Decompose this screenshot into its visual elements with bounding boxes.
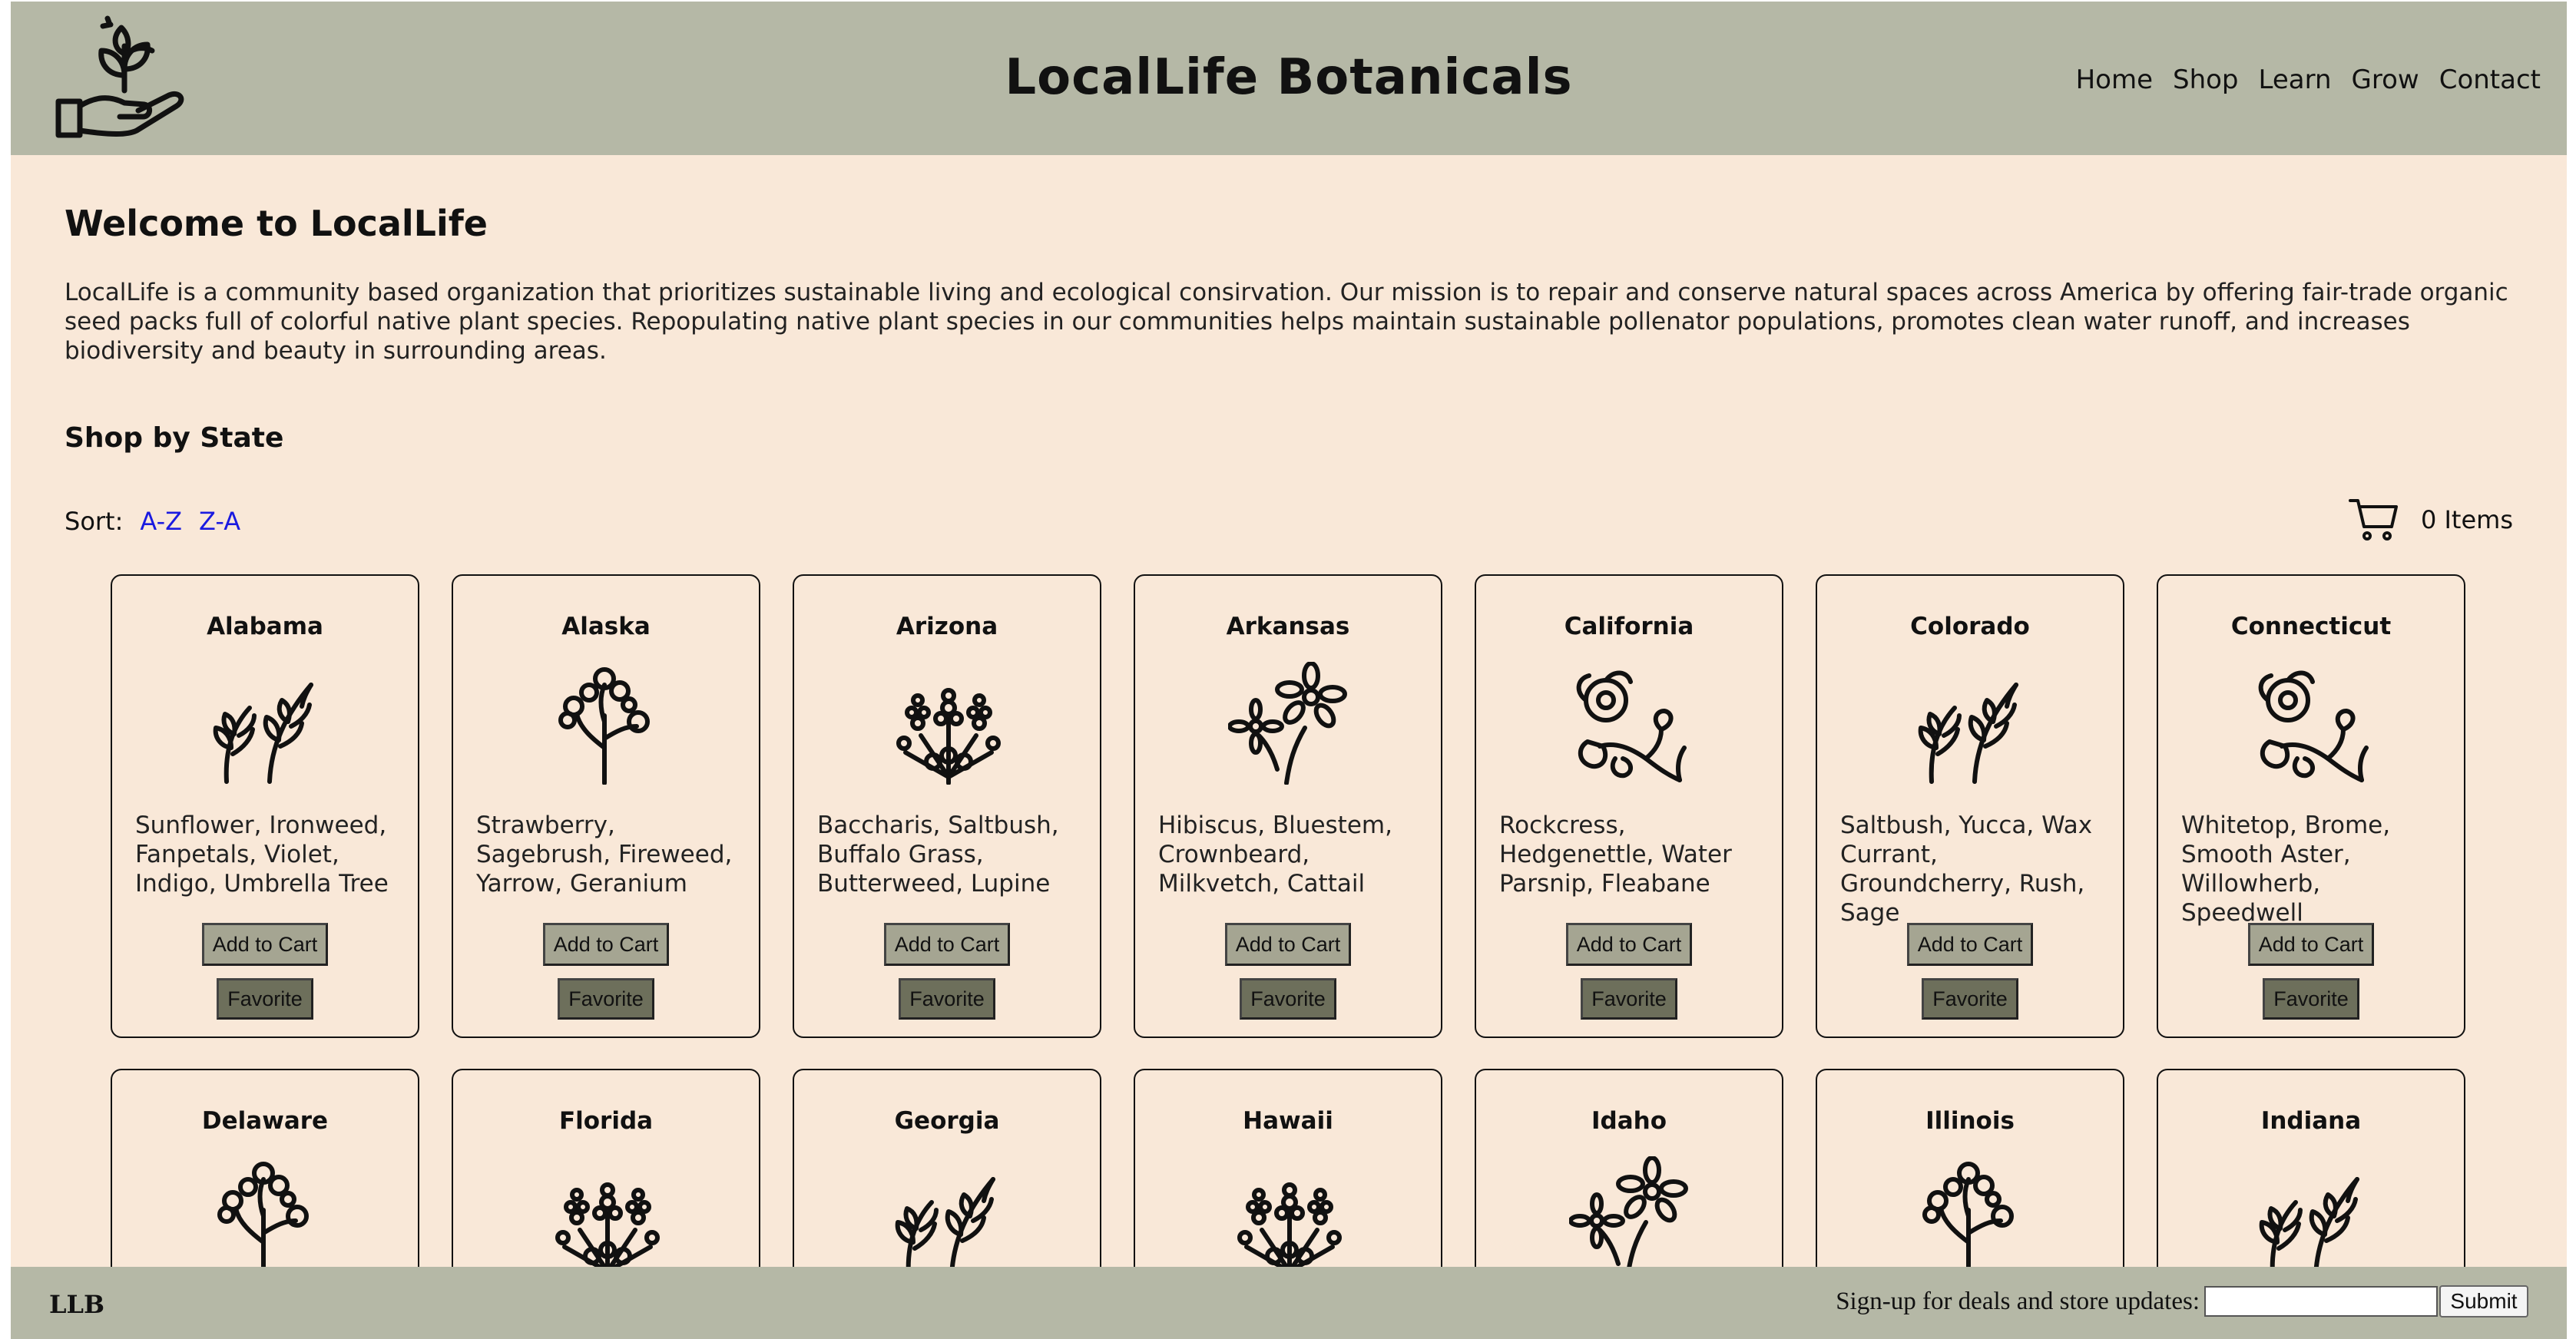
nav-home[interactable]: Home	[2075, 64, 2153, 95]
favorite-button[interactable]: Favorite	[2263, 978, 2359, 1020]
favorite-button[interactable]: Favorite	[899, 978, 995, 1020]
state-card-california: California Rockcress, Hedgenettle, Water…	[1475, 574, 1783, 1038]
state-name: Indiana	[2260, 1107, 2362, 1135]
species-list: Sunflower, Ironweed, Fanpetals, Violet, …	[135, 812, 389, 898]
shop-by-state-heading: Shop by State	[65, 422, 284, 454]
blossom-branch-icon	[217, 1162, 309, 1279]
state-name: Arkansas	[1226, 613, 1350, 640]
daisy-pair-icon	[1569, 1156, 1688, 1279]
header-bar: LocalLife Botanicals Home Shop Learn Gro…	[11, 2, 2567, 155]
state-card-alaska: Alaska Strawberry, Sagebrush, Fireweed, …	[452, 574, 760, 1038]
species-list: Rockcress, Hedgenettle, Water Parsnip, F…	[1499, 812, 1732, 898]
state-name: Idaho	[1591, 1107, 1667, 1135]
add-to-cart-button[interactable]: Add to Cart	[1907, 923, 2033, 966]
state-card-arizona: Arizona Baccharis, Saltbush, Buffalo Gra…	[793, 574, 1101, 1038]
wheat-sprigs-icon	[1918, 683, 2018, 784]
hand-plant-icon[interactable]	[54, 15, 192, 143]
state-name: Connecticut	[2230, 613, 2392, 640]
state-name: Delaware	[201, 1107, 329, 1135]
add-to-cart-button[interactable]: Add to Cart	[1566, 923, 1692, 966]
signup-label: Sign-up for deals and store updates:	[1836, 1287, 2200, 1315]
state-name: Florida	[558, 1107, 654, 1135]
state-card-arkansas: Arkansas Hibiscus, Bluestem, Crownbeard,…	[1134, 574, 1442, 1038]
sort-label: Sort:	[65, 507, 124, 536]
wheat-sprigs-icon	[213, 683, 313, 784]
site-title: LocalLife Botanicals	[1005, 49, 1573, 106]
signup-form: Sign-up for deals and store updates: Sub…	[1836, 1285, 2528, 1318]
lavender-bunch-icon	[555, 1182, 660, 1279]
cart-count: 0 Items	[2420, 505, 2513, 534]
favorite-button[interactable]: Favorite	[1581, 978, 1677, 1020]
footer-bar: LLB Sign-up for deals and store updates:…	[11, 1267, 2567, 1339]
intro-paragraph: LocalLife is a community based organizat…	[65, 279, 2508, 365]
cart-summary[interactable]: 0 Items	[2348, 498, 2513, 542]
sort-controls: Sort: A-Z Z-A	[65, 507, 240, 536]
state-name: Colorado	[1910, 613, 2030, 640]
nav-learn[interactable]: Learn	[2258, 64, 2332, 95]
state-card-colorado: Colorado Saltbush, Yucca, Wax Currant, G…	[1816, 574, 2124, 1038]
rose-vine-icon	[1576, 670, 1687, 782]
footer-brand: LLB	[49, 1290, 105, 1319]
species-list: Hibiscus, Bluestem, Crownbeard, Milkvetc…	[1158, 812, 1392, 898]
state-name: Hawaii	[1243, 1107, 1333, 1135]
blossom-branch-icon	[1922, 1162, 2014, 1279]
state-name: Illinois	[1925, 1107, 2015, 1135]
add-to-cart-button[interactable]: Add to Cart	[543, 923, 669, 966]
species-list: Baccharis, Saltbush, Buffalo Grass, Butt…	[817, 812, 1059, 898]
state-name: Alabama	[207, 613, 323, 640]
add-to-cart-button[interactable]: Add to Cart	[2248, 923, 2374, 966]
nav-contact[interactable]: Contact	[2439, 64, 2541, 95]
state-name: Georgia	[894, 1107, 1000, 1135]
lavender-bunch-icon	[896, 688, 1001, 785]
sort-a-z-link[interactable]: A-Z	[140, 507, 183, 536]
nav-shop[interactable]: Shop	[2172, 64, 2239, 95]
wheat-sprigs-icon	[2259, 1177, 2359, 1278]
add-to-cart-button[interactable]: Add to Cart	[1225, 923, 1351, 966]
email-input[interactable]	[2204, 1286, 2438, 1317]
add-to-cart-button[interactable]: Add to Cart	[884, 923, 1010, 966]
state-name: California	[1564, 613, 1694, 640]
species-list: Whitetop, Brome, Smooth Aster, Willowher…	[2181, 812, 2391, 927]
state-card-alabama: Alabama Sunflower, Ironweed, Fanpetals, …	[111, 574, 419, 1038]
nav-grow[interactable]: Grow	[2351, 64, 2419, 95]
blossom-branch-icon	[558, 667, 650, 785]
favorite-button[interactable]: Favorite	[217, 978, 313, 1020]
favorite-button[interactable]: Favorite	[558, 978, 654, 1020]
state-name: Alaska	[561, 613, 651, 640]
main-nav: Home Shop Learn Grow Contact	[2076, 64, 2541, 95]
daisy-pair-icon	[1228, 662, 1347, 785]
state-grid: Alabama Sunflower, Ironweed, Fanpetals, …	[111, 574, 2465, 1339]
submit-button[interactable]: Submit	[2439, 1285, 2528, 1318]
species-list: Saltbush, Yucca, Wax Currant, Groundcher…	[1840, 812, 2093, 927]
add-to-cart-button[interactable]: Add to Cart	[202, 923, 328, 966]
state-card-connecticut: Connecticut Whitetop, Brome, Smooth Aste…	[2157, 574, 2465, 1038]
wheat-sprigs-icon	[895, 1177, 995, 1278]
sort-z-a-link[interactable]: Z-A	[199, 507, 241, 536]
rose-vine-icon	[2258, 670, 2369, 782]
species-list: Strawberry, Sagebrush, Fireweed, Yarrow,…	[476, 812, 733, 898]
favorite-button[interactable]: Favorite	[1240, 978, 1336, 1020]
lavender-bunch-icon	[1237, 1182, 1342, 1279]
page: LocalLife Botanicals Home Shop Learn Gro…	[11, 2, 2567, 1339]
welcome-heading: Welcome to LocalLife	[65, 203, 488, 244]
state-name: Arizona	[896, 613, 998, 640]
shopping-cart-icon[interactable]	[2348, 498, 2399, 542]
favorite-button[interactable]: Favorite	[1922, 978, 2018, 1020]
